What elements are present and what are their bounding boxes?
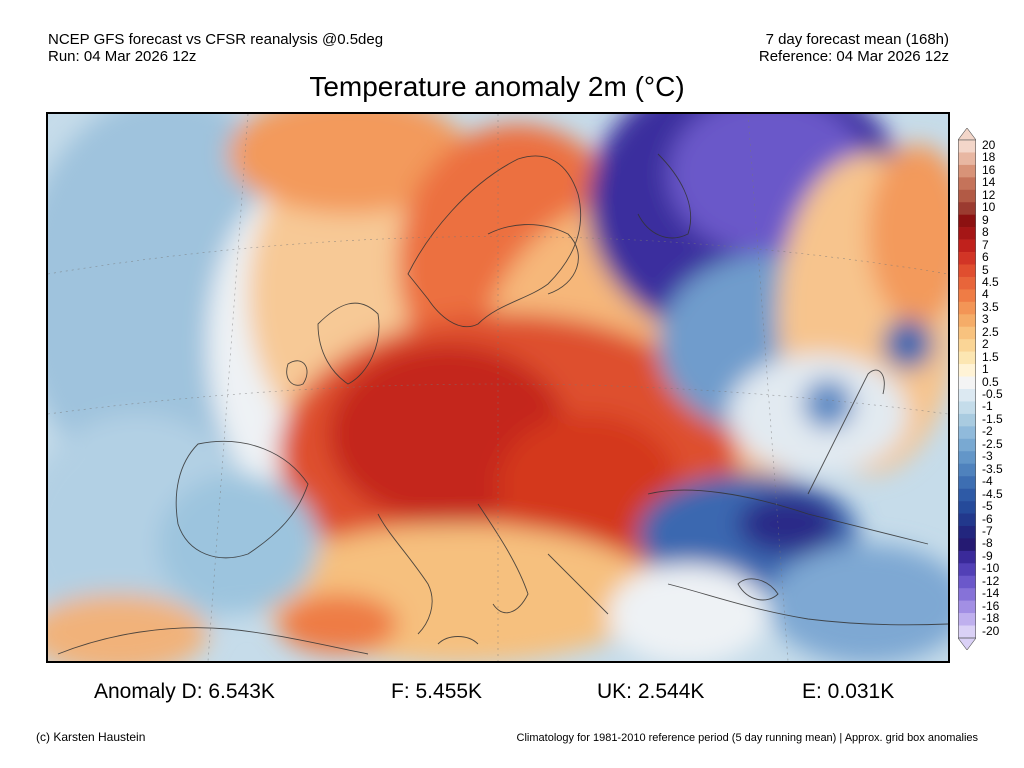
colorbar-tick-label: -4.5: [982, 486, 1003, 501]
colorbar-tick-label: -14: [982, 586, 1000, 601]
stat-spain: E: 0.031K: [802, 680, 895, 703]
colorbar: [958, 128, 976, 650]
colorbar-swatch: [958, 326, 976, 340]
colorbar-swatch: [958, 588, 976, 601]
colorbar-swatch: [958, 177, 976, 191]
header-left: NCEP GFS forecast vs CFSR reanalysis @0.…: [48, 31, 383, 65]
colorbar-swatch: [958, 613, 976, 626]
country-anomaly-summary: Anomaly D: 6.543K F: 5.455K UK: 2.544K E…: [0, 680, 1024, 706]
colorbar-swatch: [958, 351, 976, 365]
colorbar-tick-label: -7: [982, 523, 993, 538]
colorbar-tick-label: 4.5: [982, 274, 999, 289]
colorbar-swatch: [958, 426, 976, 440]
colorbar-tick-label: -0.5: [982, 387, 1003, 401]
colorbar-swatch: [958, 389, 976, 402]
colorbar-swatch: [958, 164, 976, 178]
colorbar-tick-label: -9: [982, 548, 993, 563]
map-title: Temperature anomaly 2m (°C): [309, 71, 685, 102]
colorbar-swatch: [958, 401, 976, 415]
colorbar-swatch: [958, 563, 976, 577]
colorbar-swatch: [958, 189, 976, 203]
colorbar-tick-label: 18: [982, 150, 996, 165]
colorbar-swatch: [958, 476, 976, 489]
colorbar-swatch: [958, 264, 976, 278]
colorbar-swatch: [958, 488, 976, 502]
colorbar-tick-label: -10: [982, 561, 1000, 576]
anomaly-map-graphic: [48, 114, 948, 661]
model-description: NCEP GFS forecast vs CFSR reanalysis @0.…: [48, 31, 384, 48]
colorbar-tick-label: -4: [982, 474, 993, 489]
colorbar-tick-label: -12: [982, 573, 1000, 588]
colorbar-swatch: [958, 227, 976, 240]
colorbar-swatch: [958, 538, 976, 552]
run-time: Run: 04 Mar 2026 12z: [48, 48, 197, 65]
colorbar-swatch: [958, 451, 976, 464]
colorbar-swatch: [958, 463, 976, 477]
colorbar-swatch: [958, 525, 976, 539]
colorbar-tick-label: -1: [982, 399, 993, 414]
colorbar-swatch: [958, 252, 976, 265]
colorbar-swatch: [958, 314, 976, 328]
colorbar-tick-label: 8: [982, 225, 989, 240]
colorbar-tick-label: 1: [982, 362, 989, 377]
colorbar-swatch: [958, 289, 976, 303]
colorbar-tick-label: 2.5: [982, 324, 999, 339]
header-right: 7 day forecast mean (168h) Reference: 04…: [759, 31, 949, 65]
colorbar-tick-label: 0.5: [982, 374, 999, 389]
colorbar-tick-label: -5: [982, 499, 993, 514]
colorbar-swatch: [958, 239, 976, 253]
colorbar-swatch: [958, 140, 976, 153]
forecast-period: 7 day forecast mean (168h): [765, 31, 949, 48]
colorbar-swatch: [958, 413, 976, 427]
stat-uk: UK: 2.544K: [597, 680, 705, 703]
reference-time: Reference: 04 Mar 2026 12z: [758, 48, 949, 65]
colorbar-swatch: [958, 376, 976, 390]
colorbar-swatch: [958, 575, 976, 589]
colorbar-swatch: [958, 276, 976, 290]
stat-germany: Anomaly D: 6.543K: [94, 680, 275, 703]
colorbar-bottom-arrow: [958, 637, 976, 650]
colorbar-swatch: [958, 550, 976, 564]
colorbar-tick-label: 14: [982, 175, 996, 190]
colorbar-tick-label: -1.5: [982, 411, 1003, 426]
colorbar-swatch: [958, 214, 976, 228]
colorbar-tick-label: -18: [982, 611, 1000, 626]
colorbar-tick-label: 3: [982, 312, 989, 327]
colorbar-tick-label: 6: [982, 250, 989, 265]
stat-france: F: 5.455K: [391, 680, 483, 703]
colorbar-tick-label: 1.5: [982, 349, 999, 364]
colorbar-tick-label: 12: [982, 187, 996, 202]
colorbar-swatch: [958, 501, 976, 514]
climatology-note: Climatology for 1981-2010 reference peri…: [516, 732, 978, 744]
anomaly-map: [46, 112, 950, 663]
colorbar-tick-label: 9: [982, 212, 989, 227]
colorbar-swatch: [958, 202, 976, 215]
colorbar-tick-label: -2.5: [982, 436, 1003, 451]
colorbar-tick-label: 7: [982, 237, 989, 252]
colorbar-tick-label: -8: [982, 536, 993, 551]
colorbar-swatch: [958, 339, 976, 352]
colorbar-swatch: [958, 364, 976, 377]
colorbar-tick-label: -6: [982, 511, 993, 526]
copyright: (c) Karsten Haustein: [36, 730, 146, 744]
colorbar-tick-label: -2: [982, 424, 993, 439]
colorbar-tick-label: -3.5: [982, 461, 1003, 476]
colorbar-top-arrow: [958, 128, 976, 141]
colorbar-swatch: [958, 152, 976, 166]
colorbar-tick-label: 10: [982, 200, 996, 215]
colorbar-swatch: [958, 600, 976, 614]
colorbar-tick-label: 20: [982, 138, 996, 152]
colorbar-swatch: [958, 625, 976, 639]
colorbar-tick-label: 5: [982, 262, 989, 277]
colorbar-swatch: [958, 513, 976, 527]
colorbar-tick-label: -20: [982, 623, 1000, 638]
colorbar-tick-label: -3: [982, 449, 993, 464]
colorbar-swatch: [958, 438, 976, 452]
colorbar-tick-label: 2: [982, 337, 989, 352]
colorbar-tick-label: 4: [982, 287, 989, 302]
colorbar-tick-label: 3.5: [982, 299, 999, 314]
colorbar-tick-label: -16: [982, 598, 1000, 613]
colorbar-swatch: [958, 301, 976, 315]
colorbar-tick-label: 16: [982, 162, 996, 177]
